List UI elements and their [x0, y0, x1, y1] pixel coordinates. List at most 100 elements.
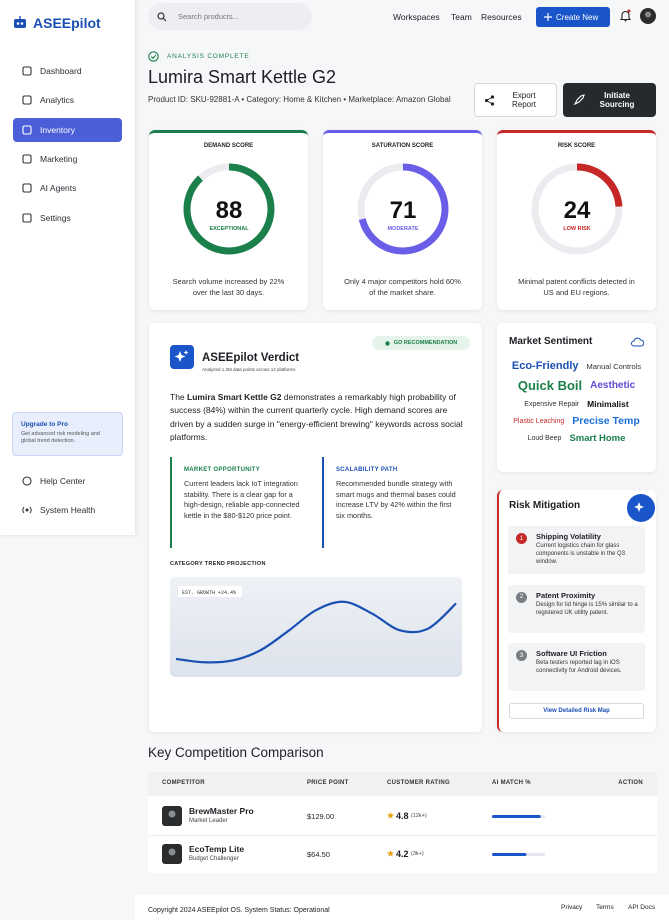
verdict-text: The Lumira Smart Kettle G2 demonstrates … [170, 391, 463, 444]
score-label: DEMAND SCORE [203, 143, 254, 149]
nav-label: System Health [40, 505, 96, 515]
nav-label: Inventory [40, 124, 75, 135]
risk-item-title: Patent Proximity [536, 590, 596, 600]
nav-label: AI Agents [40, 183, 77, 194]
nav-item[interactable]: Marketing [13, 147, 122, 171]
nav-label: Settings [40, 212, 71, 223]
nav-label: Analytics [40, 95, 75, 106]
score-status: LOW RISK [563, 226, 591, 232]
risk-map-link[interactable]: View Detailed Risk Map [509, 703, 644, 719]
star [387, 850, 394, 857]
competitor-rating: 4.8 [396, 811, 409, 821]
icon-shape [22, 183, 32, 193]
export-button[interactable]: Export Report [474, 83, 557, 117]
search-box[interactable]: Search products... [148, 3, 312, 30]
risk-item-text: Beta testers reported lag in iOS connect… [536, 660, 622, 674]
risk-number: 2 [516, 591, 527, 603]
text-bold: Lumira Smart Kettle G2 [187, 392, 282, 402]
product-name: Lumira Smart Kettle G2 [148, 67, 337, 87]
upgrade-box[interactable]: Upgrade to Pro Get advanced risk modelin… [12, 412, 123, 456]
system-health[interactable]: System Health [13, 498, 122, 522]
sidebar: ASEEpilot Dashboard Analytics Inventory Mar… [0, 0, 135, 535]
sentiment-word: Quick Boil [517, 378, 583, 393]
competitor-tag: Budget Challenger [189, 856, 239, 862]
competition-table [148, 772, 657, 873]
score-value: 24 [563, 197, 590, 224]
top-link[interactable]: Workspaces [393, 12, 440, 22]
gauge-arc [183, 163, 274, 255]
nav-item[interactable]: AI Agents [13, 176, 122, 200]
risk-item: 2 Patent Proximity Design for lid hinge is… [508, 584, 645, 633]
sentiment-word: Aesthetic [590, 380, 636, 391]
footer-link[interactable]: Terms [596, 904, 614, 911]
link-label: View Detailed Risk Map [543, 708, 610, 714]
button-label: Initiate Sourcing [599, 91, 635, 109]
match-fill [492, 853, 527, 856]
nav-label: Help Center [40, 476, 86, 486]
competitor-name: BrewMaster Pro [189, 806, 254, 816]
gauge-arc [357, 163, 448, 255]
nav-icon [22, 125, 32, 135]
competitor-price: $129.00 [307, 812, 335, 821]
nav-item[interactable]: Settings [13, 206, 122, 230]
competition-title: Key Competition Comparison [148, 745, 324, 760]
copyright: Copyright 2024 ASEEpilot OS. System Stat… [148, 907, 330, 914]
score-note: Search volume increased by 22% over the … [172, 277, 285, 297]
verdict-subtitle: Analyzed 1.2M data points across 12 plat… [202, 367, 296, 372]
status-icon [148, 51, 159, 62]
table-header [148, 772, 657, 796]
avatar[interactable] [640, 8, 656, 24]
sentiment-word: Eco-Friendly [511, 360, 579, 372]
nav-item[interactable]: Inventory [13, 117, 122, 142]
score-card [323, 130, 482, 310]
sourcing-button[interactable]: Initiate Sourcing [563, 83, 656, 117]
competitor-reviews: (12k+) [411, 813, 427, 819]
nav-item[interactable]: Dashboard [13, 59, 122, 83]
score-card [149, 130, 308, 310]
score-label: SATURATION SCORE [371, 143, 434, 149]
competitor-avatar [162, 844, 182, 864]
score-label: RISK SCORE [557, 143, 596, 149]
sentiment-word: Minimalist [587, 399, 629, 409]
avatar-head [168, 810, 176, 818]
text: The [170, 392, 185, 402]
help-center[interactable]: Help Center [13, 469, 122, 493]
nav-item[interactable]: Analytics [13, 88, 122, 112]
bell-icon[interactable] [620, 9, 631, 22]
footer [135, 895, 669, 920]
row-divider [148, 835, 657, 836]
column-header: CUSTOMER RATING [387, 780, 450, 786]
gauge: 71 MODERATE [357, 163, 448, 255]
insight-title: SCALABILITY PATH [336, 467, 398, 473]
sentiment-word: Precise Temp [572, 415, 640, 427]
sentiment-word: Manual Controls [586, 361, 642, 371]
footer-link[interactable]: Privacy [561, 904, 583, 911]
star-icon [387, 850, 394, 857]
go-badge: GO RECOMMENDATION [372, 336, 470, 350]
match-bar [492, 853, 545, 856]
risk-title: Risk Mitigation [509, 500, 581, 511]
footer-link[interactable]: API Docs [628, 904, 656, 911]
risk-fab[interactable] [627, 494, 655, 522]
score-value: 88 [215, 197, 242, 224]
score-note: Only 4 major competitors hold 60% of the… [344, 277, 461, 297]
button-label: Export Report [511, 91, 536, 109]
match-fill [492, 815, 541, 818]
upgrade-title: Upgrade to Pro [21, 421, 68, 428]
competitor-name: EcoTemp Lite [189, 844, 245, 854]
create-button[interactable]: Create New [536, 7, 610, 27]
sentiment-word: Expensive Repair [524, 400, 580, 408]
insight-text: Recommended bundle strategy with smart m… [336, 479, 456, 520]
top-link[interactable]: Resources [481, 12, 522, 22]
trend-bg [170, 577, 462, 677]
trend-label-bg [178, 586, 242, 597]
top-link[interactable]: Team [451, 12, 472, 22]
insight-card: MARKET OPPORTUNITY Current leaders lack I… [170, 457, 310, 548]
trend-chart: EST. GROWTH +24.4% [170, 577, 462, 677]
trend-title: CATEGORY TREND PROJECTION [170, 561, 266, 567]
score-value: 71 [389, 197, 416, 224]
match-bar [492, 815, 545, 818]
column-header: AI MATCH % [492, 780, 531, 786]
brand: ASEEpilot [33, 15, 101, 31]
